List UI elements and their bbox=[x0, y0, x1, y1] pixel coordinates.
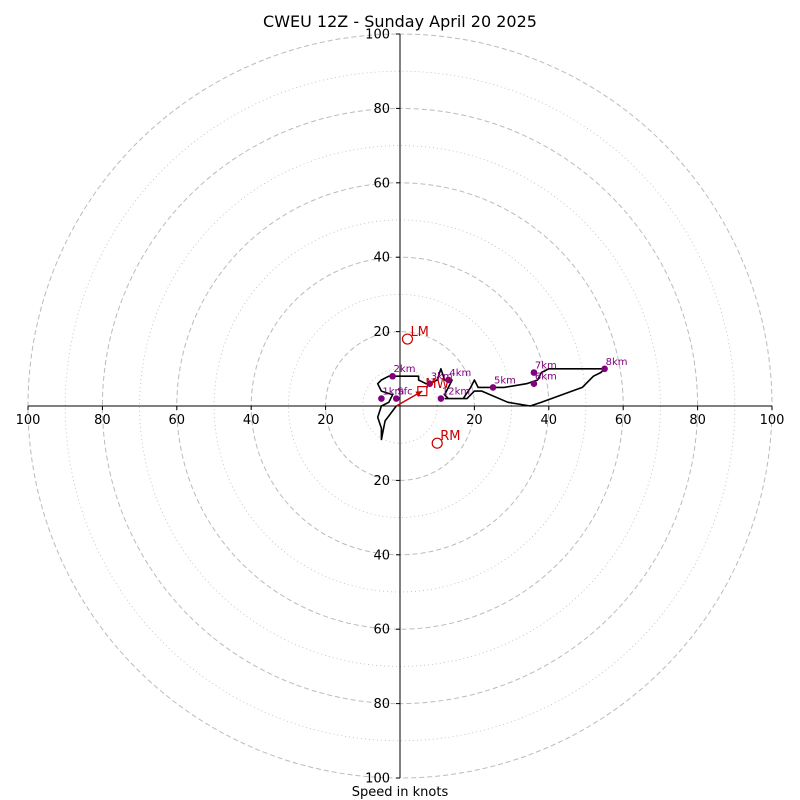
hodograph-trace bbox=[376, 367, 606, 441]
storm-motion-marker bbox=[401, 333, 414, 345]
storm-motion-label: LM bbox=[410, 325, 428, 340]
storm-motion-label: RM bbox=[440, 429, 460, 444]
height-point bbox=[601, 365, 608, 373]
hodograph-trace-layer bbox=[376, 367, 606, 441]
height-point bbox=[445, 376, 452, 384]
height-point bbox=[530, 380, 538, 387]
storm-motion-marker bbox=[431, 437, 443, 449]
y-tick-label: 20 bbox=[373, 474, 390, 489]
height-point bbox=[392, 395, 400, 402]
x-tick-label: 20 bbox=[466, 413, 483, 428]
height-point-label: 1km bbox=[382, 387, 404, 398]
height-point bbox=[489, 384, 497, 391]
height-point-label: 5km bbox=[494, 375, 516, 386]
height-point-label: 2km bbox=[394, 364, 416, 375]
height-point-label: 8km bbox=[606, 357, 628, 368]
height-point-label: 7km bbox=[535, 361, 557, 372]
y-tick-label: 100 bbox=[365, 772, 390, 787]
y-tick-label: 20 bbox=[373, 325, 390, 340]
height-point-label: 4km bbox=[449, 368, 471, 379]
tick-labels: 20 20 20 20 40 40 40 40 60 60 60 60 80 80 80 80 100 100 10… bbox=[16, 28, 785, 787]
height-point bbox=[437, 395, 445, 402]
x-tick-label: 100 bbox=[16, 413, 41, 428]
y-tick-label: 40 bbox=[373, 548, 390, 563]
y-tick-label: 40 bbox=[373, 251, 390, 266]
storm-motion-label: MW bbox=[425, 377, 449, 392]
y-tick-label: 80 bbox=[373, 697, 390, 712]
mean-wind-arrow-head bbox=[415, 391, 423, 397]
height-point bbox=[378, 395, 385, 402]
x-tick-label: 60 bbox=[169, 413, 186, 428]
x-tick-label: 40 bbox=[243, 413, 260, 428]
chart-title: CWEU 12Z - Sunday April 20 2025 bbox=[263, 12, 537, 31]
x-tick-label: 20 bbox=[317, 413, 334, 428]
y-tick-label: 80 bbox=[373, 102, 390, 117]
y-tick-label: 60 bbox=[373, 623, 390, 638]
height-point-label: 3km bbox=[431, 372, 453, 383]
y-tick-label: 100 bbox=[365, 28, 390, 43]
height-point-label: Sfc bbox=[397, 387, 412, 398]
height-point-label: 12km bbox=[442, 387, 470, 398]
x-axis-label: Speed in knots bbox=[352, 785, 449, 800]
axes bbox=[28, 34, 772, 778]
height-point bbox=[530, 369, 538, 376]
height-point bbox=[389, 372, 396, 380]
y-tick-label: 60 bbox=[373, 176, 390, 191]
x-tick-label: 40 bbox=[541, 413, 558, 428]
storm-motion-markers: LM RM MW bbox=[401, 325, 460, 449]
height-point bbox=[426, 380, 434, 387]
x-tick-label: 80 bbox=[689, 413, 706, 428]
x-tick-label: 80 bbox=[94, 413, 111, 428]
height-point-label: 6km bbox=[535, 372, 557, 383]
x-tick-label: 100 bbox=[760, 413, 785, 428]
mean-wind-marker bbox=[417, 386, 428, 397]
x-tick-label: 60 bbox=[615, 413, 632, 428]
